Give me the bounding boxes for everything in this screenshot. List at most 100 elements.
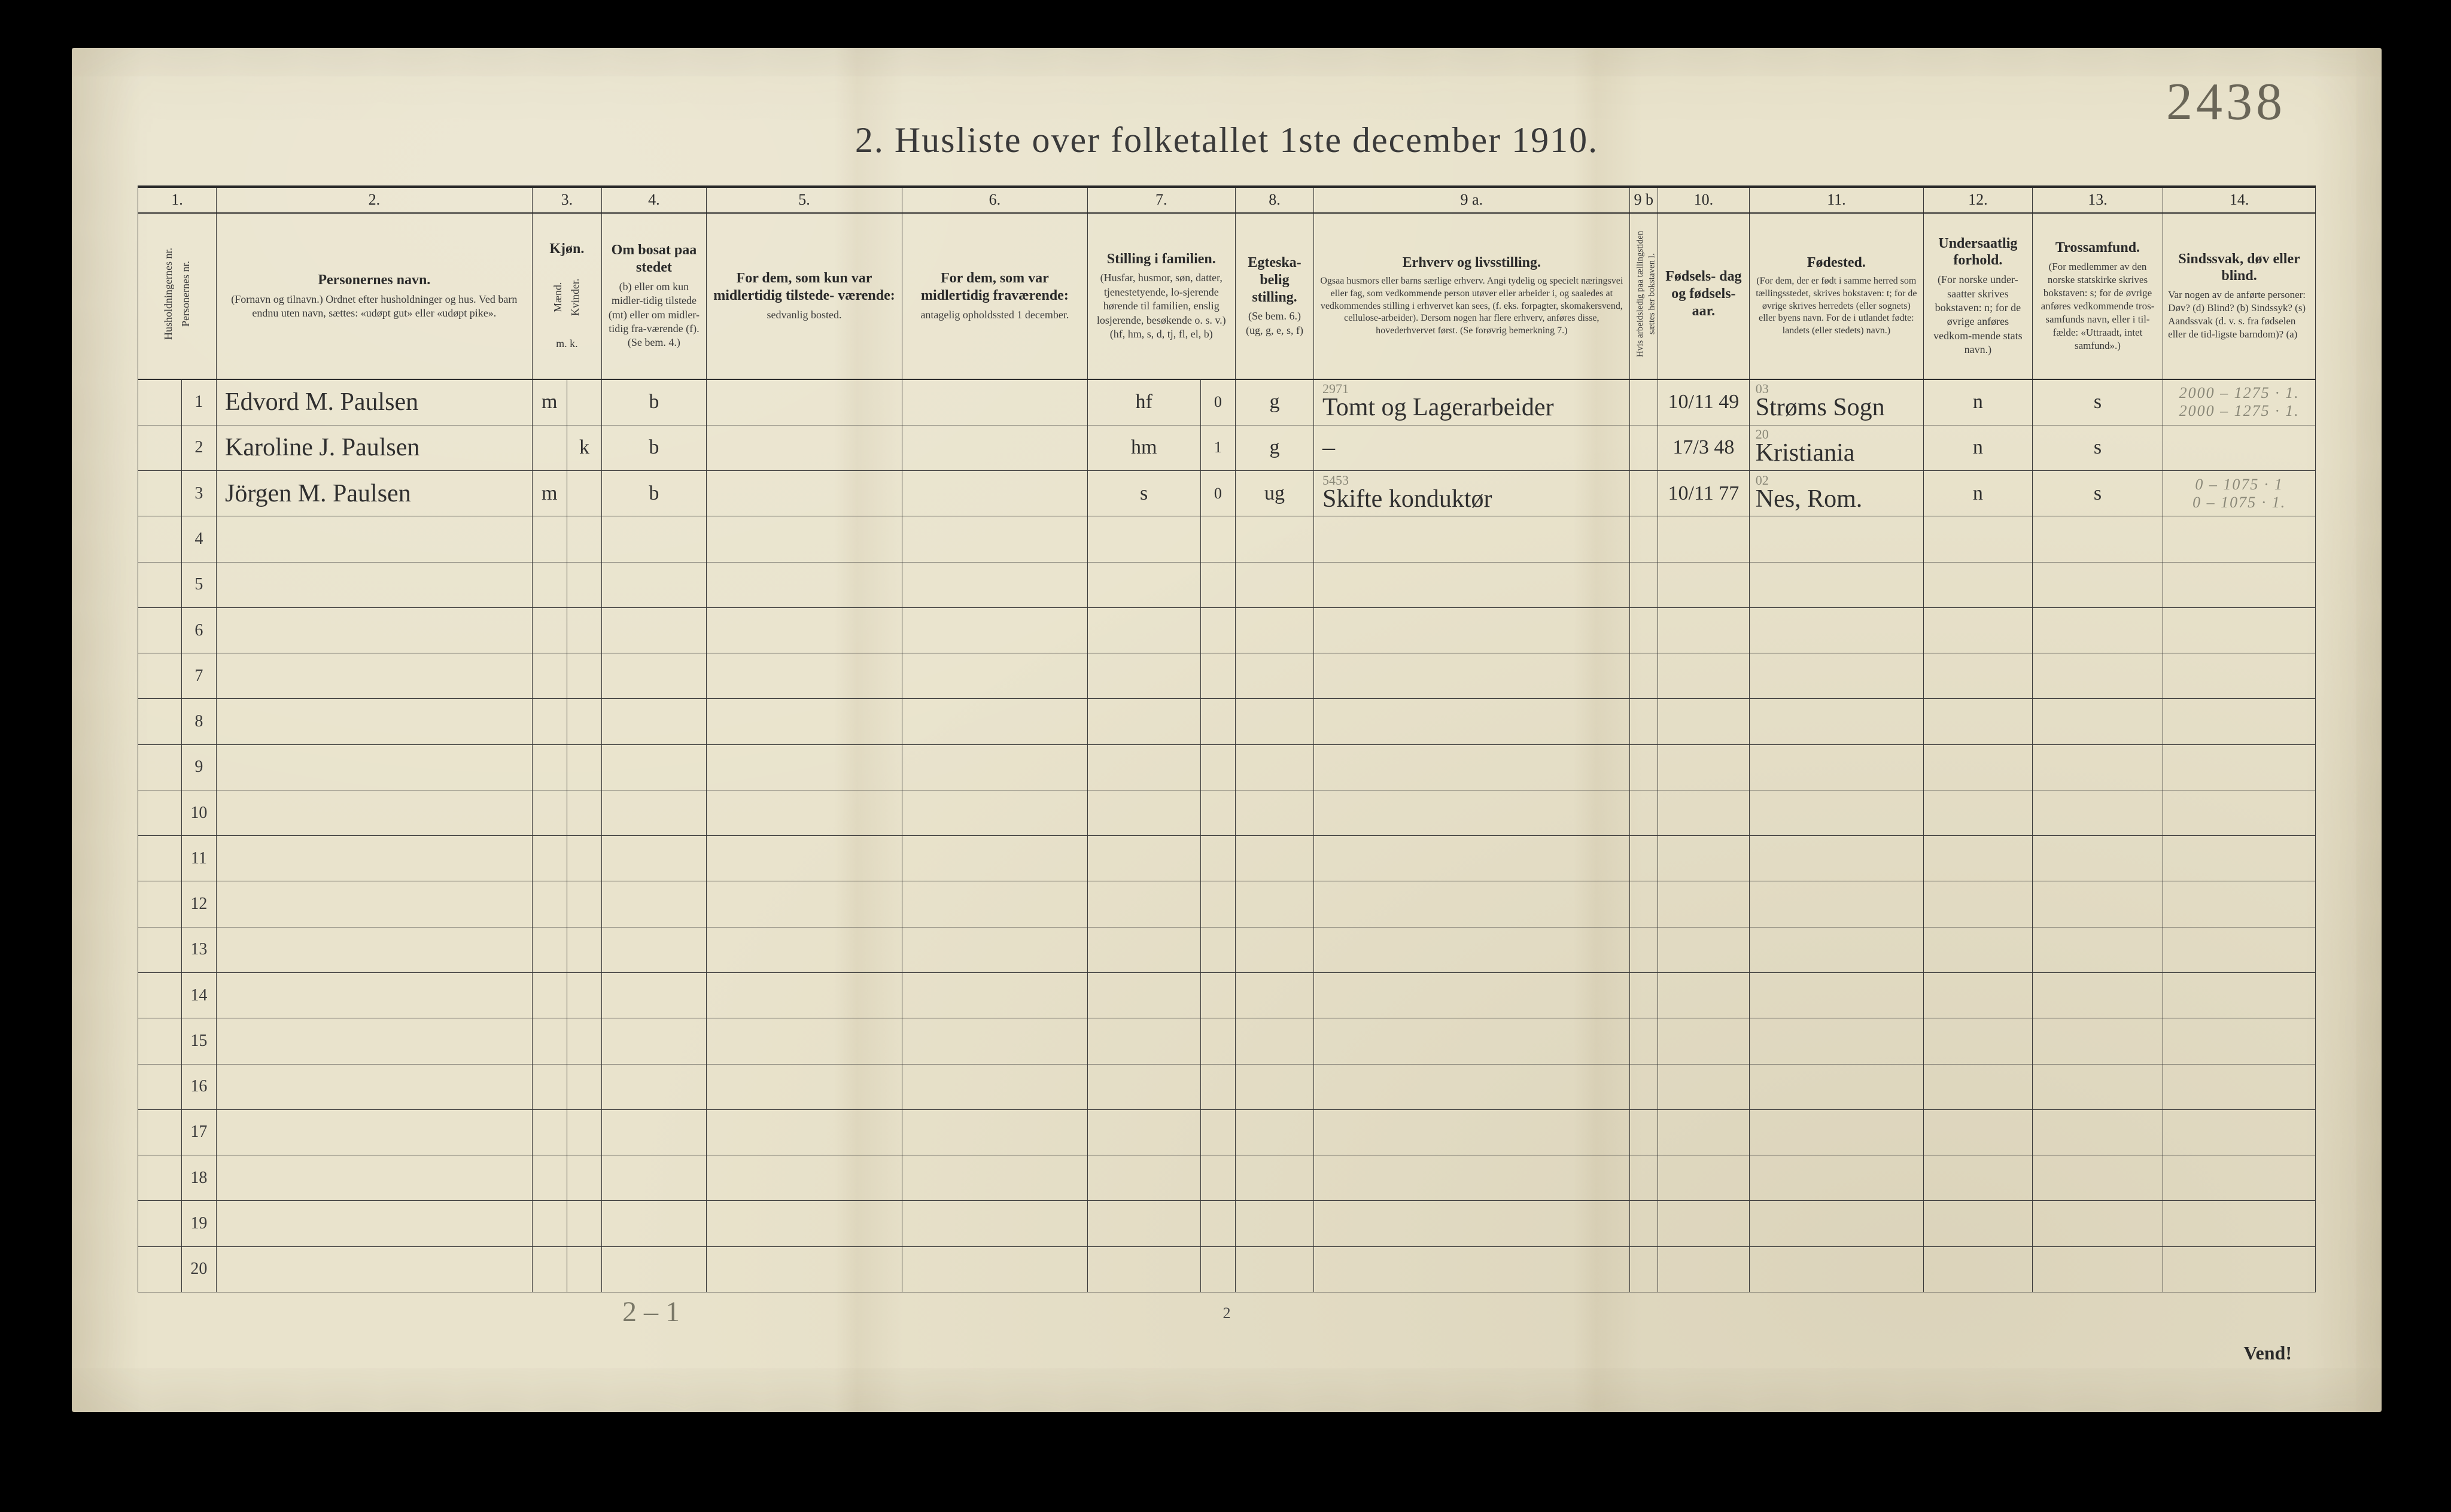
empty-cell [706,836,902,881]
empty-cell [532,744,567,790]
household-num [138,1201,182,1246]
empty-cell [902,927,1087,972]
empty-cell [1749,653,1923,699]
colnum-3: 3. [532,187,601,213]
empty-cell [1923,1109,2032,1155]
empty-cell [2163,836,2316,881]
empty-cell [1749,562,1923,607]
table-row: 11 [138,836,2316,881]
marital-status: g [1236,425,1314,470]
empty-cell [1749,1246,1923,1292]
colnum-9b: 9 b [1629,187,1658,213]
empty-cell [1749,927,1923,972]
empty-cell [902,1201,1087,1246]
empty-cell [1236,790,1314,835]
person-num: 14 [181,973,216,1018]
occupation: 2971Tomt og Lagerarbeider [1314,379,1630,425]
empty-cell [2163,699,2316,744]
person-num: 1 [181,379,216,425]
empty-cell [1200,927,1235,972]
empty-cell [567,1246,601,1292]
table-row: 5 [138,562,2316,607]
empty-cell [902,1155,1087,1201]
birth-date: 10/11 49 [1658,379,1749,425]
household-num [138,1064,182,1109]
empty-cell [567,699,601,744]
empty-cell [216,836,532,881]
empty-cell [706,1201,902,1246]
empty-cell [1236,699,1314,744]
empty-cell [602,973,707,1018]
empty-cell [2163,927,2316,972]
census-rows: 1Edvord M. Paulsenmbhf0g2971Tomt og Lage… [138,379,2316,1292]
empty-cell [2032,836,2163,881]
unemployed-mark [1629,471,1658,516]
empty-cell [532,1018,567,1064]
disability-notes: 0 – 1075 · 10 – 1075 · 1. [2163,471,2316,516]
empty-cell [1923,973,2032,1018]
sex-m [532,425,567,470]
empty-cell [602,607,707,653]
household-num [138,927,182,972]
empty-cell [902,744,1087,790]
table-row: 4 [138,516,2316,562]
empty-cell [216,744,532,790]
empty-cell [2163,1201,2316,1246]
birth-date: 10/11 77 [1658,471,1749,516]
table-row: 10 [138,790,2316,835]
column-label-row: Husholdningernes nr. Personernes nr. Per… [138,213,2316,379]
marital-status: ug [1236,471,1314,516]
empty-cell [2032,699,2163,744]
family-role: hf [1087,379,1200,425]
empty-cell [2032,607,2163,653]
table-row: 20 [138,1246,2316,1292]
colnum-7: 7. [1087,187,1235,213]
empty-cell [902,516,1087,562]
empty-cell [216,790,532,835]
hdr-12: Undersaatlig forhold. (For norske under-… [1923,213,2032,379]
empty-cell [1629,836,1658,881]
household-num [138,425,182,470]
empty-cell [1200,1201,1235,1246]
census-sheet: 2438 2. Husliste over folketallet 1ste d… [72,48,2382,1412]
temp-present-place [706,425,902,470]
empty-cell [1749,836,1923,881]
empty-cell [1236,1155,1314,1201]
empty-cell [1087,1155,1200,1201]
person-num: 12 [181,881,216,927]
empty-cell [706,1155,902,1201]
empty-cell [567,1018,601,1064]
person-num: 10 [181,790,216,835]
table-row: 8 [138,699,2316,744]
family-note: 1 [1200,425,1235,470]
empty-cell [1087,653,1200,699]
empty-cell [1658,653,1749,699]
empty-cell [706,562,902,607]
empty-cell [602,1064,707,1109]
household-num [138,790,182,835]
empty-cell [706,607,902,653]
household-num [138,744,182,790]
household-num [138,653,182,699]
table-row: 9 [138,744,2316,790]
hdr-14: Sindssvak, døv eller blind. Var nogen av… [2163,213,2316,379]
empty-cell [1236,836,1314,881]
empty-cell [216,1109,532,1155]
household-num [138,1018,182,1064]
table-row: 7 [138,653,2316,699]
empty-cell [1236,973,1314,1018]
empty-cell [706,973,902,1018]
footer-page-number: 2 [1223,1304,1231,1322]
hdr-9a: Erhverv og livsstilling. Ogsaa husmors e… [1314,213,1630,379]
empty-cell [532,1201,567,1246]
empty-cell [1629,973,1658,1018]
household-num [138,881,182,927]
empty-cell [216,653,532,699]
table-row: 17 [138,1109,2316,1155]
empty-cell [602,562,707,607]
empty-cell [2032,516,2163,562]
birthplace: 20Kristiania [1749,425,1923,470]
empty-cell [602,516,707,562]
empty-cell [1658,699,1749,744]
empty-cell [1087,1246,1200,1292]
